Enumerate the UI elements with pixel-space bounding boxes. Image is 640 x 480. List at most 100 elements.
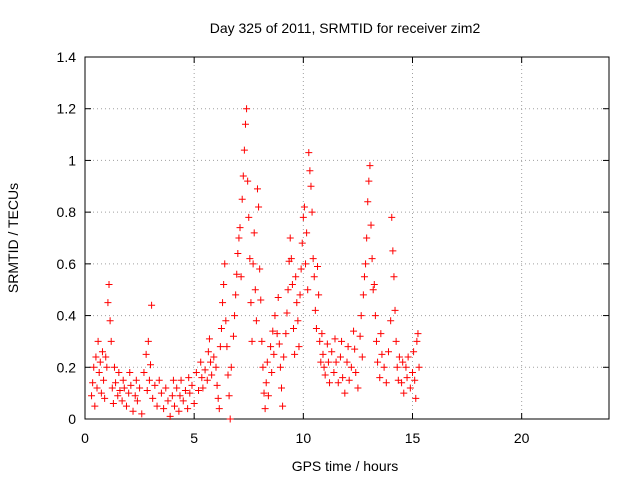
data-point <box>220 281 228 289</box>
data-point <box>275 340 283 348</box>
data-point <box>126 368 134 376</box>
data-point <box>298 239 306 247</box>
data-point <box>217 325 225 332</box>
data-point <box>279 402 287 410</box>
data-point <box>253 185 261 193</box>
axis-ticks <box>84 56 609 420</box>
data-point <box>345 376 353 384</box>
data-point <box>226 415 234 423</box>
data-point <box>120 384 128 392</box>
y-tick-label: 0 <box>68 411 76 427</box>
data-point <box>338 337 346 345</box>
data-point <box>411 376 419 384</box>
data-point <box>115 368 123 376</box>
data-point <box>243 105 251 113</box>
data-point <box>369 286 377 294</box>
data-point <box>224 371 232 379</box>
data-point <box>274 293 282 301</box>
data-point <box>307 182 315 190</box>
data-point <box>372 337 380 345</box>
data-point <box>245 213 253 221</box>
data-point <box>351 345 359 353</box>
data-point <box>404 353 412 361</box>
data-point <box>107 337 115 345</box>
data-point <box>359 291 367 299</box>
data-point <box>168 392 176 400</box>
data-point <box>347 363 355 371</box>
data-point <box>354 384 362 392</box>
data-point <box>293 299 301 307</box>
data-point <box>248 337 256 345</box>
data-point <box>308 208 316 216</box>
data-point <box>284 286 292 294</box>
data-point <box>136 384 144 392</box>
tick-labels: 0 5 10 15 20 0 0.2 0.4 0.6 0.8 1 1.2 1.4 <box>57 49 530 446</box>
data-point <box>264 392 272 400</box>
data-point <box>358 353 366 361</box>
data-point <box>319 350 327 358</box>
data-point <box>292 273 300 281</box>
data-point <box>336 353 344 361</box>
data-point <box>89 379 97 387</box>
data-point <box>259 363 267 371</box>
data-point <box>374 358 382 366</box>
data-point <box>185 374 193 382</box>
data-point <box>392 337 400 345</box>
data-point <box>157 389 165 397</box>
data-point <box>100 376 108 384</box>
data-point <box>267 343 275 351</box>
data-point <box>258 337 266 345</box>
data-point <box>382 379 390 387</box>
data-point <box>412 394 420 402</box>
chart-title: Day 325 of 2011, SRMTID for receiver zim… <box>210 20 481 36</box>
data-point <box>190 399 198 407</box>
data-point <box>305 149 313 157</box>
data-point <box>400 389 408 397</box>
data-point <box>131 392 139 400</box>
data-point <box>261 405 269 413</box>
x-axis-label: GPS time / hours <box>292 458 399 474</box>
data-point <box>179 397 187 405</box>
data-point <box>388 213 396 221</box>
data-point <box>398 379 406 387</box>
data-point <box>119 376 127 384</box>
data-point <box>138 410 146 418</box>
data-point <box>229 332 237 340</box>
data-point <box>356 332 364 340</box>
data-point <box>320 363 328 371</box>
data-point <box>144 337 152 345</box>
data-point <box>205 335 213 343</box>
data-point <box>368 255 376 263</box>
data-point <box>321 371 329 379</box>
data-point <box>269 327 277 335</box>
data-point <box>164 397 172 405</box>
data-point <box>166 412 174 420</box>
data-point <box>132 376 140 384</box>
data-point <box>233 270 241 278</box>
data-point <box>312 325 320 332</box>
data-point <box>278 384 285 392</box>
data-point <box>125 389 133 397</box>
data-point <box>328 348 336 356</box>
data-point <box>133 397 141 405</box>
data-point <box>181 387 189 395</box>
x-tick-label: 15 <box>405 430 421 446</box>
data-point <box>88 392 96 400</box>
data-point <box>98 348 106 356</box>
data-point <box>142 350 150 358</box>
data-point <box>214 394 222 402</box>
data-point <box>249 260 257 268</box>
data-point <box>343 358 351 366</box>
data-point <box>235 234 243 242</box>
data-point <box>251 286 259 294</box>
data-point <box>155 376 163 384</box>
data-point <box>240 146 248 154</box>
data-point <box>314 262 322 270</box>
data-point <box>151 381 159 389</box>
data-point <box>118 397 126 405</box>
data-point <box>357 312 365 320</box>
data-point <box>188 381 196 389</box>
data-point <box>302 260 310 268</box>
data-point <box>415 363 423 371</box>
data-point <box>210 353 218 361</box>
